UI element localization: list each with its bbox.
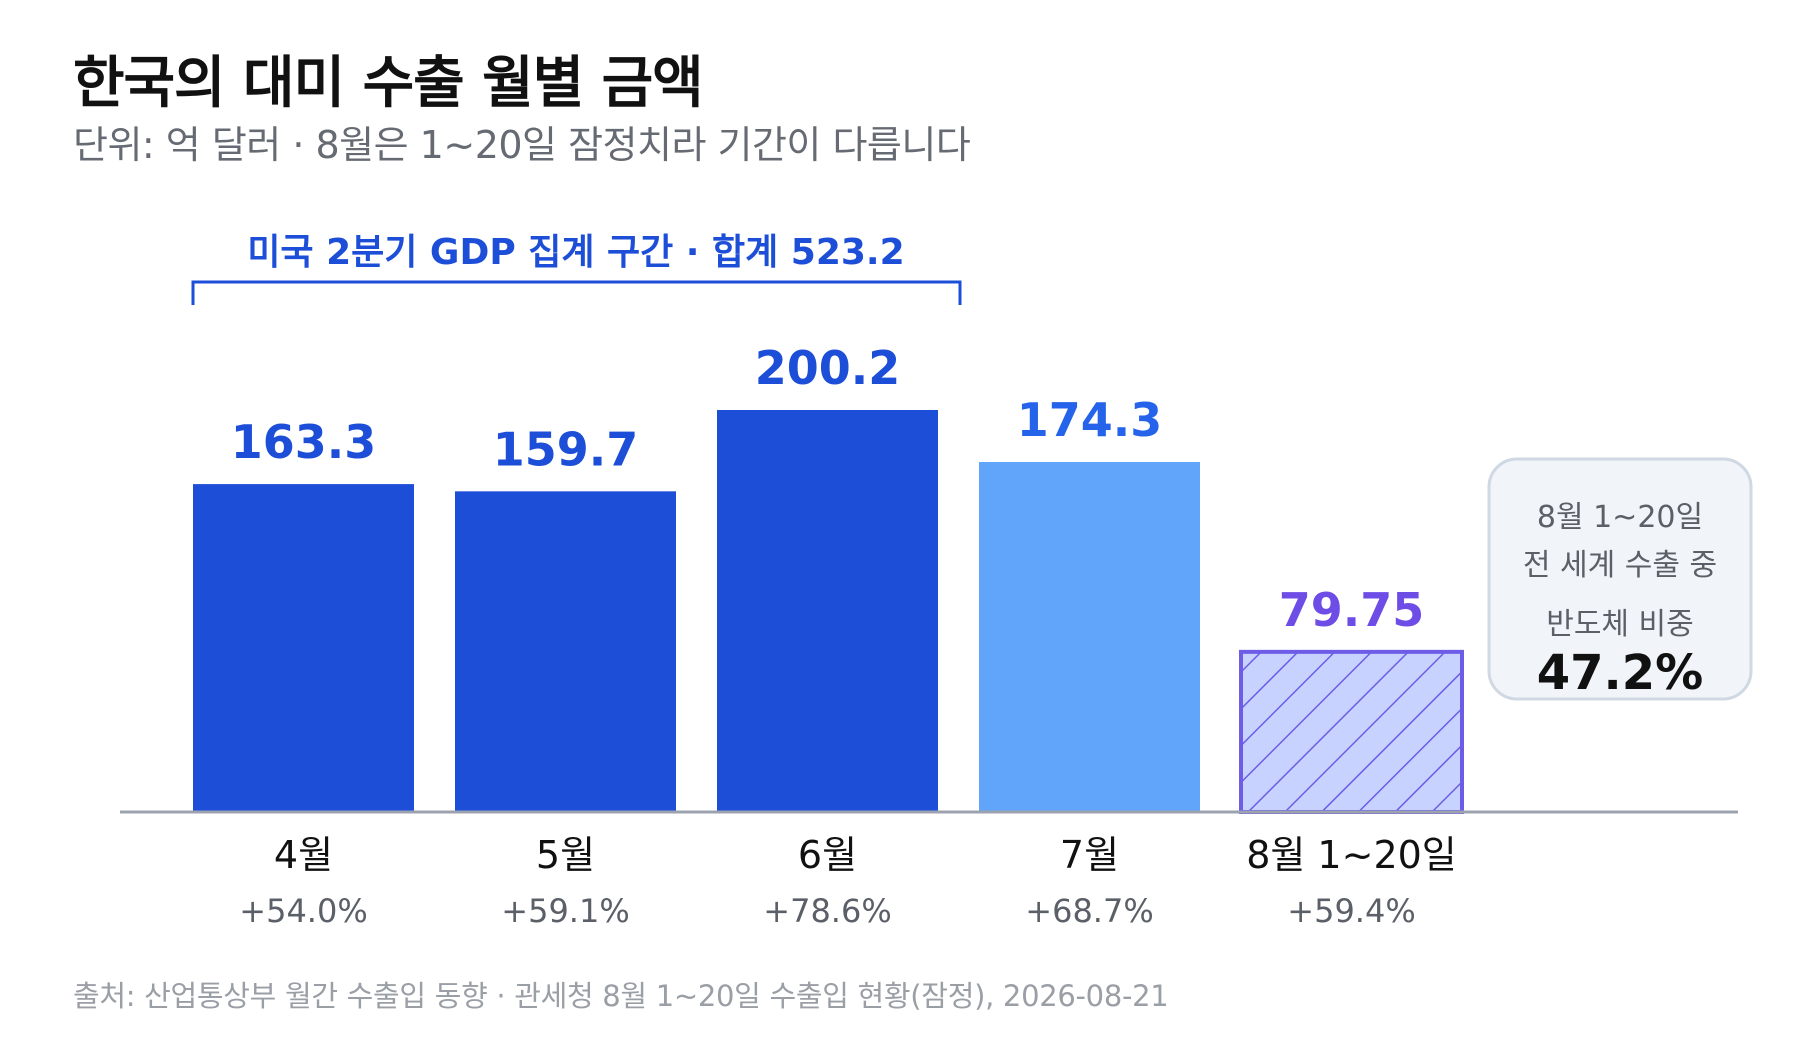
x-labels-group: 4월 +54.0% 5월 +59.1% 6월 +78.6% 7월 +68.7% 8월 1~20일… bbox=[239, 833, 1457, 930]
category-label-2: 5월 bbox=[536, 833, 595, 877]
source-note: 출처: 산업통상부 월간 수출입 동향 · 관세청 8월 1~20일 수출입 현… bbox=[73, 979, 1169, 1013]
category-label-4: 7월 bbox=[1060, 833, 1119, 877]
category-label-3: 6월 bbox=[798, 833, 857, 877]
growth-label-1: +54.0% bbox=[239, 892, 367, 930]
bracket-label: 미국 2분기 GDP 집계 구간 · 합계 523.2 bbox=[247, 232, 904, 273]
value-label-4: 174.3 bbox=[1017, 393, 1163, 447]
callout-box bbox=[1487, 457, 1753, 701]
bar-1 bbox=[193, 484, 414, 812]
callout-value: 47.2% bbox=[1537, 645, 1704, 701]
growth-label-3: +78.6% bbox=[763, 892, 891, 930]
growth-label-2: +59.1% bbox=[501, 892, 629, 930]
bar-4 bbox=[979, 462, 1200, 812]
category-label-1: 4월 bbox=[274, 833, 333, 877]
callout-line-1: 8월 1~20일 bbox=[1537, 500, 1703, 535]
bar-2 bbox=[455, 491, 676, 812]
category-label-5: 8월 1~20일 bbox=[1246, 833, 1457, 877]
value-label-3: 200.2 bbox=[755, 341, 901, 395]
value-label-1: 163.3 bbox=[231, 415, 377, 469]
callout-line-2: 전 세계 수출 중 bbox=[1523, 548, 1717, 583]
growth-label-4: +68.7% bbox=[1025, 892, 1153, 930]
value-label-5: 79.75 bbox=[1279, 583, 1425, 637]
growth-label-5: +59.4% bbox=[1287, 892, 1415, 930]
value-labels-group: 163.3 159.7 200.2 174.3 79.75 bbox=[231, 341, 1425, 637]
bracket-line bbox=[191, 280, 962, 305]
callout-line-3: 반도체 비중 bbox=[1546, 607, 1694, 642]
chart-title: 한국의 대미 수출 월별 금액 bbox=[73, 51, 704, 116]
bars-group bbox=[193, 410, 1464, 814]
value-label-2: 159.7 bbox=[493, 422, 639, 476]
chart-subtitle: 단위: 억 달러 · 8월은 1~20일 잠정치라 기간이 다릅니다 bbox=[73, 123, 971, 167]
bar-3 bbox=[717, 410, 938, 812]
bar-5 bbox=[1239, 649, 1464, 814]
